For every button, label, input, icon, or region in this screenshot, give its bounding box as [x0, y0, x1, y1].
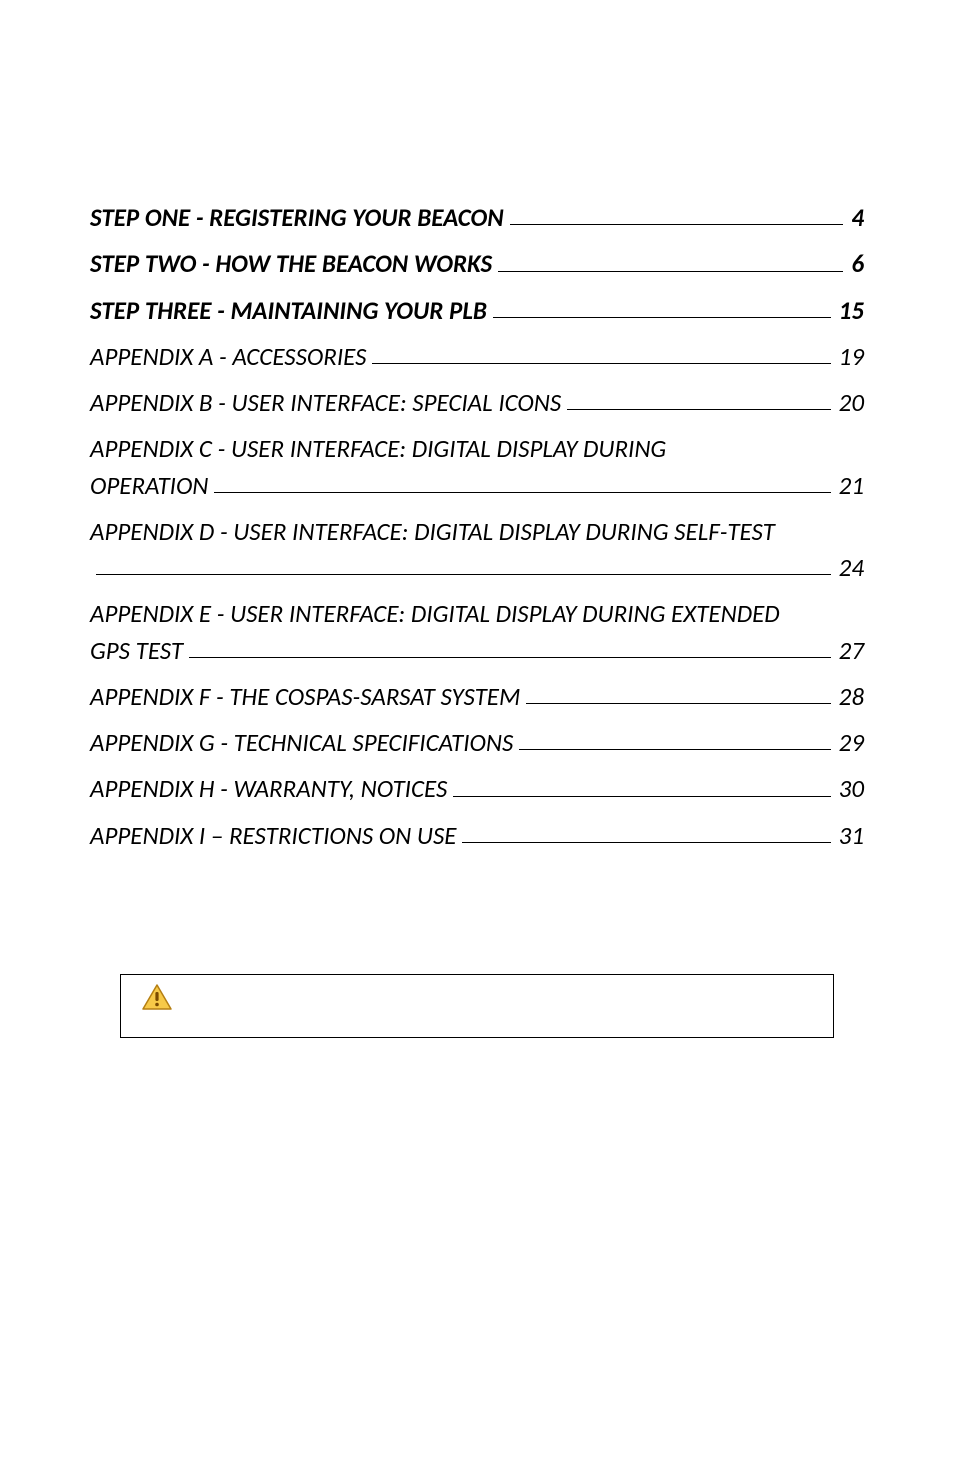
table-of-contents: STEP ONE - REGISTERING YOUR BEACON4STEP …: [90, 200, 864, 854]
toc-page-number: 24: [835, 550, 864, 586]
toc-entry: STEP TWO - HOW THE BEACON WORKS 6: [90, 246, 864, 282]
toc-title: APPENDIX I – RESTRICTIONS ON USE: [90, 818, 456, 854]
toc-leader: [189, 657, 831, 658]
toc-title: APPENDIX D - USER INTERFACE: DIGITAL DIS…: [90, 514, 864, 550]
toc-leader: [493, 317, 831, 318]
toc-entry: APPENDIX E - USER INTERFACE: DIGITAL DIS…: [90, 596, 864, 669]
toc-entry: APPENDIX G - TECHNICAL SPECIFICATIONS 29: [90, 725, 864, 761]
toc-page-number: 21: [835, 468, 864, 504]
toc-entry-line2: OPERATION 21: [90, 468, 864, 504]
toc-entry: APPENDIX D - USER INTERFACE: DIGITAL DIS…: [90, 514, 864, 587]
toc-page-number: 6: [847, 246, 864, 282]
toc-entry: APPENDIX C - USER INTERFACE: DIGITAL DIS…: [90, 431, 864, 504]
toc-leader: [372, 363, 830, 364]
toc-title: APPENDIX B - USER INTERFACE: SPECIAL ICO…: [90, 385, 561, 421]
toc-title: APPENDIX E - USER INTERFACE: DIGITAL DIS…: [90, 596, 864, 632]
toc-entry: APPENDIX F - THE COSPAS-SARSAT SYSTEM 28: [90, 679, 864, 715]
toc-entry: STEP THREE - MAINTAINING YOUR PLB 15: [90, 293, 864, 329]
toc-title: APPENDIX H - WARRANTY, NOTICES: [90, 771, 447, 807]
toc-leader: [526, 703, 830, 704]
toc-title: STEP THREE - MAINTAINING YOUR PLB: [90, 293, 487, 329]
toc-page-number: 29: [835, 725, 864, 761]
toc-page-number: 4: [847, 200, 864, 236]
toc-title-continued: OPERATION: [90, 468, 208, 504]
toc-entry-line2: GPS TEST 27: [90, 633, 864, 669]
warning-icon: [141, 983, 173, 1011]
toc-page-number: 27: [835, 633, 864, 669]
warning-callout: [120, 974, 834, 1038]
toc-title: STEP TWO - HOW THE BEACON WORKS: [90, 246, 492, 282]
toc-page-number: 15: [835, 293, 864, 329]
toc-leader: [510, 224, 844, 225]
toc-title: APPENDIX A - ACCESSORIES: [90, 339, 366, 375]
toc-entry: APPENDIX A - ACCESSORIES 19: [90, 339, 864, 375]
toc-page-number: 20: [835, 385, 864, 421]
toc-title: STEP ONE - REGISTERING YOUR BEACON: [90, 200, 504, 236]
toc-page-number: 31: [835, 818, 864, 854]
toc-entry: APPENDIX H - WARRANTY, NOTICES 30: [90, 771, 864, 807]
toc-leader: [453, 796, 830, 797]
toc-title: APPENDIX C - USER INTERFACE: DIGITAL DIS…: [90, 431, 864, 467]
toc-entry: APPENDIX B - USER INTERFACE: SPECIAL ICO…: [90, 385, 864, 421]
document-page: STEP ONE - REGISTERING YOUR BEACON4STEP …: [0, 0, 954, 1475]
toc-leader: [96, 574, 831, 575]
toc-entry-line2: 24: [90, 550, 864, 586]
toc-page-number: 30: [835, 771, 864, 807]
toc-leader: [498, 271, 843, 272]
toc-page-number: 28: [835, 679, 864, 715]
toc-leader: [462, 842, 830, 843]
toc-title-continued: GPS TEST: [90, 633, 183, 669]
toc-entry: APPENDIX I – RESTRICTIONS ON USE 31: [90, 818, 864, 854]
toc-page-number: 19: [835, 339, 864, 375]
toc-leader: [519, 749, 830, 750]
toc-title: APPENDIX G - TECHNICAL SPECIFICATIONS: [90, 725, 513, 761]
toc-title: APPENDIX F - THE COSPAS-SARSAT SYSTEM: [90, 679, 520, 715]
toc-leader: [567, 409, 830, 410]
toc-entry: STEP ONE - REGISTERING YOUR BEACON 4: [90, 200, 864, 236]
toc-leader: [214, 492, 830, 493]
